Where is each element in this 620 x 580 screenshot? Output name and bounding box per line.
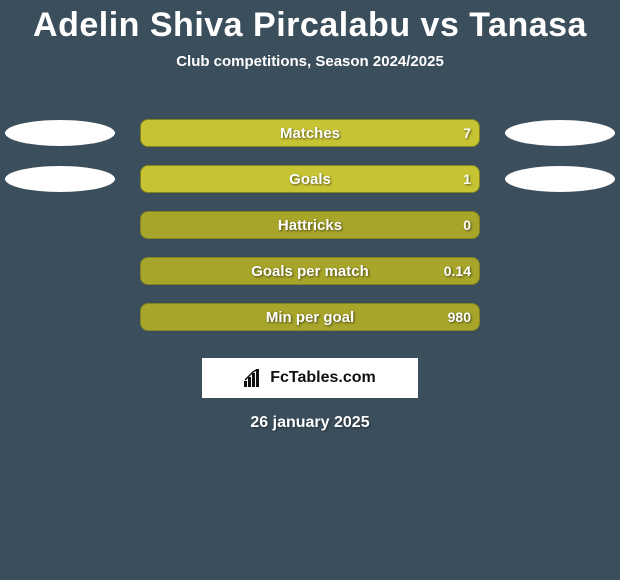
stat-bar: Hattricks0 (140, 211, 480, 239)
comparison-chart: Matches7Goals1Hattricks0Goals per match0… (0, 110, 620, 340)
stat-label: Goals (141, 166, 479, 192)
page-title: Adelin Shiva Pircalabu vs Tanasa (0, 0, 620, 45)
left-marker (5, 166, 115, 192)
stat-value-right: 1 (463, 166, 471, 192)
stat-bar: Goals per match0.14 (140, 257, 480, 285)
left-marker (5, 120, 115, 146)
stat-label: Min per goal (141, 304, 479, 330)
stat-row: Hattricks0 (0, 202, 620, 248)
stat-value-right: 0 (463, 212, 471, 238)
stat-value-right: 7 (463, 120, 471, 146)
stat-bar: Min per goal980 (140, 303, 480, 331)
stat-label: Matches (141, 120, 479, 146)
brand-badge: FcTables.com (202, 358, 418, 398)
page-subtitle: Club competitions, Season 2024/2025 (0, 53, 620, 70)
stat-value-right: 0.14 (444, 258, 471, 284)
stat-row: Goals1 (0, 156, 620, 202)
stat-row: Matches7 (0, 110, 620, 156)
stat-label: Goals per match (141, 258, 479, 284)
right-marker (505, 166, 615, 192)
stat-bar: Goals1 (140, 165, 480, 193)
right-marker (505, 120, 615, 146)
stat-value-right: 980 (448, 304, 471, 330)
brand-text: FcTables.com (270, 369, 376, 387)
stat-row: Min per goal980 (0, 294, 620, 340)
page-root: Adelin Shiva Pircalabu vs Tanasa Club co… (0, 0, 620, 580)
stat-label: Hattricks (141, 212, 479, 238)
stat-bar: Matches7 (140, 119, 480, 147)
stat-row: Goals per match0.14 (0, 248, 620, 294)
bar-chart-icon (244, 369, 264, 387)
date-label: 26 january 2025 (0, 414, 620, 432)
